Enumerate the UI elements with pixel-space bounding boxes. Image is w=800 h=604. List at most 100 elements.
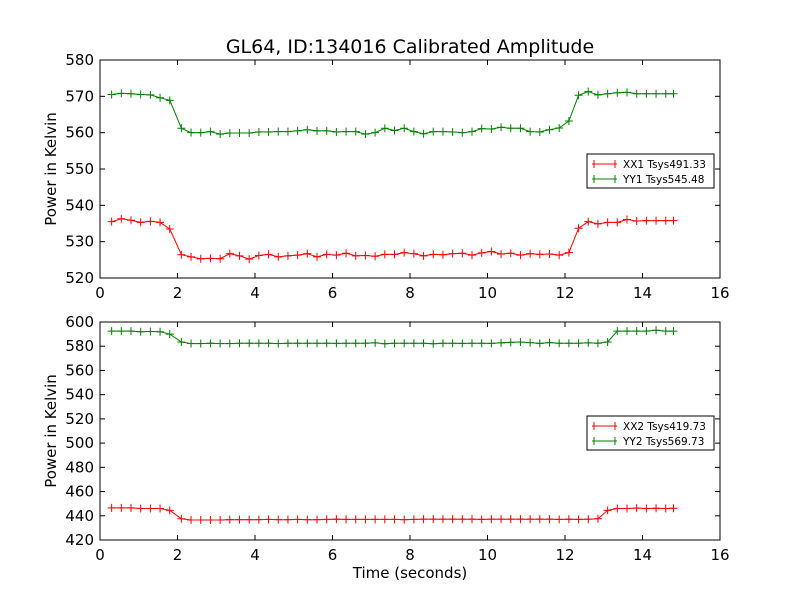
- y-tick-label: 550: [65, 160, 94, 178]
- data-point: [361, 515, 370, 524]
- data-point: [623, 327, 631, 336]
- data-point: [165, 506, 174, 515]
- data-point: [409, 127, 418, 136]
- data-point: [429, 250, 438, 259]
- data-point: [477, 515, 486, 524]
- data-point: [497, 515, 506, 524]
- data-point: [187, 128, 196, 137]
- y-tick-label: 420: [65, 531, 94, 549]
- data-point: [254, 127, 263, 136]
- data-point: [332, 127, 341, 136]
- x-tick-label: 6: [328, 546, 338, 564]
- data-point: [526, 127, 535, 136]
- data-point: [535, 250, 544, 259]
- data-point: [487, 339, 496, 348]
- data-point: [632, 327, 641, 336]
- legend: XX1 Tsys491.33 YY1 Tsys545.48: [586, 153, 715, 189]
- data-point: [458, 339, 467, 348]
- data-point: [593, 339, 602, 348]
- x-tick-label: 8: [405, 284, 415, 302]
- data-point: [438, 250, 447, 259]
- data-point: [254, 251, 263, 260]
- data-point: [574, 91, 583, 100]
- data-point: [264, 127, 273, 136]
- data-point: [468, 339, 476, 348]
- data-point: [342, 515, 351, 524]
- data-point: [351, 515, 360, 524]
- data-point: [632, 216, 641, 225]
- data-point: [245, 129, 254, 138]
- data-point: [535, 339, 544, 348]
- data-point: [206, 516, 215, 525]
- data-point: [545, 338, 554, 347]
- data-point: [516, 251, 525, 260]
- data-point: [165, 330, 174, 339]
- x-tick-label: 10: [478, 284, 497, 302]
- plot-panel-2: 0 2 4 6 8 10 12 14 16 420 440 460 480 500 520 540 560 580…: [42, 313, 730, 564]
- data-point: [438, 127, 447, 136]
- data-point: [477, 339, 486, 348]
- data-point: [613, 218, 622, 227]
- data-point: [545, 515, 554, 524]
- data-point: [342, 339, 351, 348]
- data-point: [283, 339, 292, 348]
- y-tick-label: 560: [65, 361, 94, 379]
- data-point: [642, 216, 651, 225]
- data-point: [107, 327, 116, 336]
- data-point: [468, 515, 476, 524]
- data-point: [107, 217, 116, 226]
- data-point: [564, 339, 573, 348]
- data-point: [245, 255, 254, 264]
- x-tick-label: 12: [555, 546, 574, 564]
- data-point: [487, 515, 496, 524]
- data-point: [283, 251, 292, 260]
- data-point: [390, 515, 399, 524]
- data-point: [448, 127, 457, 136]
- data-point: [545, 250, 554, 259]
- data-point: [146, 217, 155, 226]
- data-point: [642, 327, 651, 336]
- data-point: [593, 219, 602, 228]
- data-point: [390, 250, 399, 259]
- data-point: [235, 251, 244, 260]
- x-tick-label: 10: [478, 546, 497, 564]
- data-point: [661, 504, 670, 513]
- data-point: [468, 127, 476, 136]
- x-tick-label: 14: [633, 284, 652, 302]
- data-point: [506, 249, 515, 258]
- y-tick-label: 570: [65, 87, 94, 105]
- data-point: [661, 89, 670, 98]
- data-point: [274, 127, 283, 136]
- data-point: [177, 250, 186, 259]
- data-point: [487, 125, 496, 134]
- data-point: [293, 515, 302, 524]
- data-point: [206, 254, 215, 263]
- y-tick-label: 560: [65, 124, 94, 142]
- data-point: [322, 515, 331, 524]
- data-point: [623, 215, 631, 224]
- data-point: [603, 89, 612, 98]
- data-point: [225, 339, 234, 348]
- series-2-2: [107, 326, 678, 348]
- data-point: [390, 339, 399, 348]
- data-point: [264, 515, 273, 524]
- data-point: [497, 338, 506, 347]
- data-point: [584, 87, 593, 96]
- y-tick-label: 520: [65, 410, 94, 428]
- data-point: [225, 249, 234, 258]
- data-point: [371, 515, 380, 524]
- data-point: [652, 326, 661, 335]
- data-point: [516, 515, 525, 524]
- data-point: [245, 339, 254, 348]
- legend-box: [586, 415, 715, 451]
- data-point: [409, 515, 418, 524]
- y-tick-label: 480: [65, 458, 94, 476]
- y-tick-label: 600: [65, 313, 94, 331]
- data-point: [146, 90, 155, 99]
- data-point: [448, 249, 457, 258]
- data-point: [603, 337, 612, 346]
- data-point: [156, 93, 165, 102]
- data-point: [477, 248, 486, 257]
- data-point: [117, 214, 126, 223]
- data-point: [371, 252, 380, 261]
